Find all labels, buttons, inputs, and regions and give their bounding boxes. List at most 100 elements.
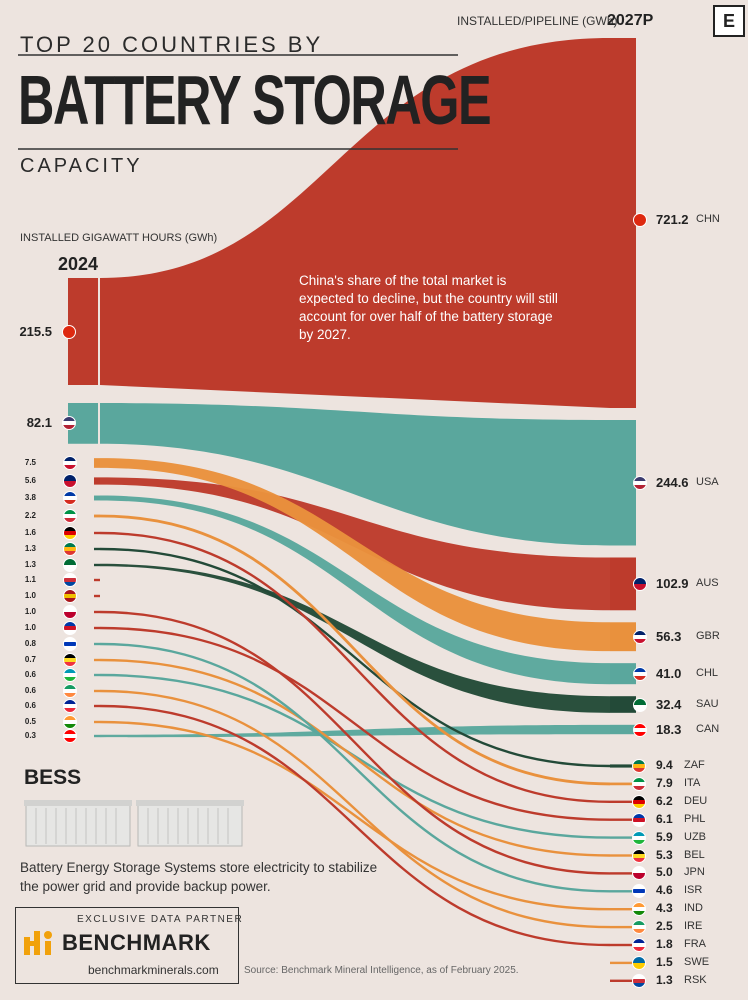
flow-sau	[100, 563, 610, 713]
flag-left-gbr	[63, 456, 77, 470]
left-value-ita: 2.2	[24, 511, 36, 520]
bar-2027-ita	[610, 782, 636, 786]
bar-2024-kor	[94, 578, 100, 582]
right-code-uzb: UZB	[684, 830, 706, 843]
bar-2024-sau	[94, 563, 100, 567]
flag-left-isr	[63, 637, 77, 651]
partner-url[interactable]: benchmarkminerals.com	[88, 963, 219, 977]
left-value-isr: 0.8	[24, 639, 36, 648]
left-value-usa: 82.1	[26, 415, 52, 431]
flag-right-ire	[632, 920, 646, 935]
flag-right-phl	[632, 812, 646, 827]
left-value-ire: 0.6	[24, 686, 36, 695]
bar-2024-jpn	[94, 610, 100, 614]
bess-title: BESS	[24, 766, 82, 789]
flag-left-ind	[63, 715, 77, 729]
flag-right-sau	[633, 697, 647, 712]
flag-right-jpn	[632, 866, 646, 881]
flag-left-aus	[63, 474, 77, 488]
right-value-ind: 4.3	[656, 901, 673, 916]
right-code-bel: BEL	[684, 848, 705, 861]
left-value-chn: 215.5	[19, 323, 52, 339]
left-value-sau: 1.3	[24, 560, 36, 569]
bar-2024-phl	[94, 626, 100, 630]
right-code-jpn: JPN	[684, 866, 705, 879]
flow-chn	[100, 38, 610, 408]
title-bottom: CAPACITY	[20, 155, 143, 177]
flow-phl	[99, 626, 611, 821]
flag-right-uzb	[632, 830, 646, 845]
flag-left-esp	[63, 589, 77, 603]
bar-2027-chn	[610, 38, 636, 408]
right-code-sau: SAU	[696, 697, 719, 710]
flow-jpn	[99, 610, 611, 875]
flag-right-can	[633, 722, 647, 737]
right-value-jpn: 5.0	[656, 865, 673, 880]
left-value-chl: 3.8	[24, 493, 36, 502]
right-code-ind: IND	[684, 902, 703, 915]
flow-can	[100, 724, 610, 738]
flag-right-rsk	[632, 973, 646, 988]
flag-right-ind	[632, 902, 646, 917]
right-code-gbr: GBR	[696, 629, 720, 642]
flag-left-kor	[63, 573, 77, 587]
right-value-isr: 4.6	[656, 883, 673, 898]
left-value-esp: 1.0	[24, 591, 36, 600]
left-value-can: 0.3	[24, 731, 36, 740]
bar-2024-chl	[94, 495, 100, 501]
right-value-usa: 244.6	[656, 474, 689, 490]
right-value-gbr: 56.3	[656, 628, 682, 644]
bar-2027-phl	[610, 818, 636, 821]
bar-2027-zaf	[610, 764, 636, 768]
bess-description: Battery Energy Storage Systems store ele…	[20, 860, 378, 894]
right-axis-label: INSTALLED/PIPELINE (GWh)	[457, 14, 618, 28]
flag-right-chn	[633, 213, 647, 227]
left-value-ind: 0.5	[24, 717, 36, 726]
flag-right-swe	[632, 955, 646, 970]
right-code-ire: IRE	[684, 920, 703, 933]
bar-2024-gbr	[94, 458, 100, 468]
bar-2027-deu	[610, 800, 636, 803]
flag-left-can	[63, 729, 77, 743]
flag-left-uzb	[63, 668, 77, 682]
right-code-usa: USA	[696, 475, 719, 488]
right-value-aus: 102.9	[656, 575, 689, 591]
right-value-phl: 6.1	[656, 811, 673, 826]
left-value-aus: 5.6	[24, 476, 36, 485]
right-value-chl: 41.0	[656, 665, 682, 681]
right-code-fra: FRA	[684, 938, 706, 950]
bar-2027-swe	[610, 961, 636, 965]
right-code-chn: CHN	[696, 213, 720, 225]
right-value-ita: 7.9	[656, 775, 673, 790]
bar-2027-ind	[610, 908, 636, 911]
right-code-rsk: RSK	[684, 973, 707, 986]
flag-left-fra	[63, 699, 77, 713]
right-code-phl: PHL	[684, 812, 706, 825]
flag-right-bel	[632, 848, 646, 863]
right-code-ita: ITA	[684, 776, 701, 789]
flow-bel	[99, 658, 611, 857]
china-annotation: China's share of the total market is exp…	[299, 273, 558, 342]
flow-zaf	[99, 547, 611, 768]
bar-2024-isr	[94, 642, 100, 646]
right-value-sau: 32.4	[656, 696, 682, 712]
left-value-fra: 0.6	[24, 701, 36, 710]
flag-left-chl	[63, 491, 77, 505]
title-main: BATTERY STORAGE	[18, 61, 492, 139]
bar-2024-deu	[94, 531, 100, 535]
left-value-uzb: 0.6	[24, 670, 36, 679]
bar-2027-gbr	[610, 622, 636, 652]
right-value-deu: 6.2	[656, 793, 673, 808]
bar-2027-jpn	[610, 872, 636, 875]
bar-2024-bel	[94, 658, 100, 662]
right-value-swe: 1.5	[656, 954, 673, 969]
flag-right-deu	[632, 794, 646, 809]
flag-left-phl	[63, 621, 77, 635]
right-code-chl: CHL	[696, 666, 719, 679]
right-value-uzb: 5.9	[656, 829, 673, 844]
bar-2027-rsk	[610, 979, 636, 982]
title-top: TOP 20 COUNTRIES BY	[20, 32, 324, 57]
bar-2027-can	[610, 724, 636, 735]
partner-name: BENCHMARK	[62, 930, 211, 955]
benchmark-logo-icon	[24, 931, 52, 955]
